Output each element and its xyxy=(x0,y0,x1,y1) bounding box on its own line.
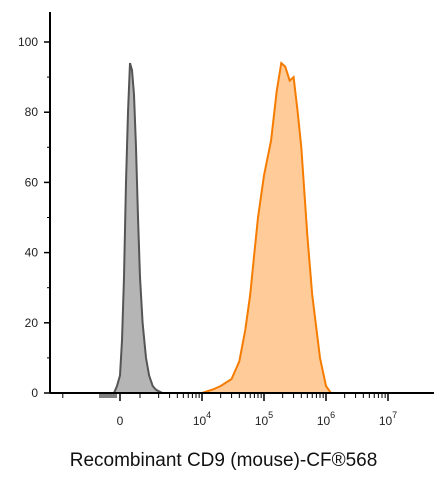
x-tick-label: 107 xyxy=(379,410,397,428)
series-1-area xyxy=(202,63,331,393)
x-tick-label: 105 xyxy=(255,410,273,428)
histogram-plot: 0 20 40 60 80 100 0 104 105 106 107 xyxy=(0,0,447,450)
x-axis-title: Recombinant CD9 (mouse)-CF®568 xyxy=(0,450,447,472)
y-tick-label: 80 xyxy=(25,105,39,119)
x-tick-label: 106 xyxy=(317,410,335,428)
x-tick-label: 0 xyxy=(117,414,124,428)
y-tick-label: 40 xyxy=(25,246,39,260)
series-layer xyxy=(114,63,331,393)
y-tick-label: 20 xyxy=(25,316,39,330)
y-tick-label: 0 xyxy=(31,386,38,400)
y-tick-label: 100 xyxy=(18,35,38,49)
x-tick-label: 104 xyxy=(193,410,211,428)
axis-layer: 0 20 40 60 80 100 0 104 105 106 107 xyxy=(18,12,434,428)
y-tick-label: 60 xyxy=(25,175,39,189)
